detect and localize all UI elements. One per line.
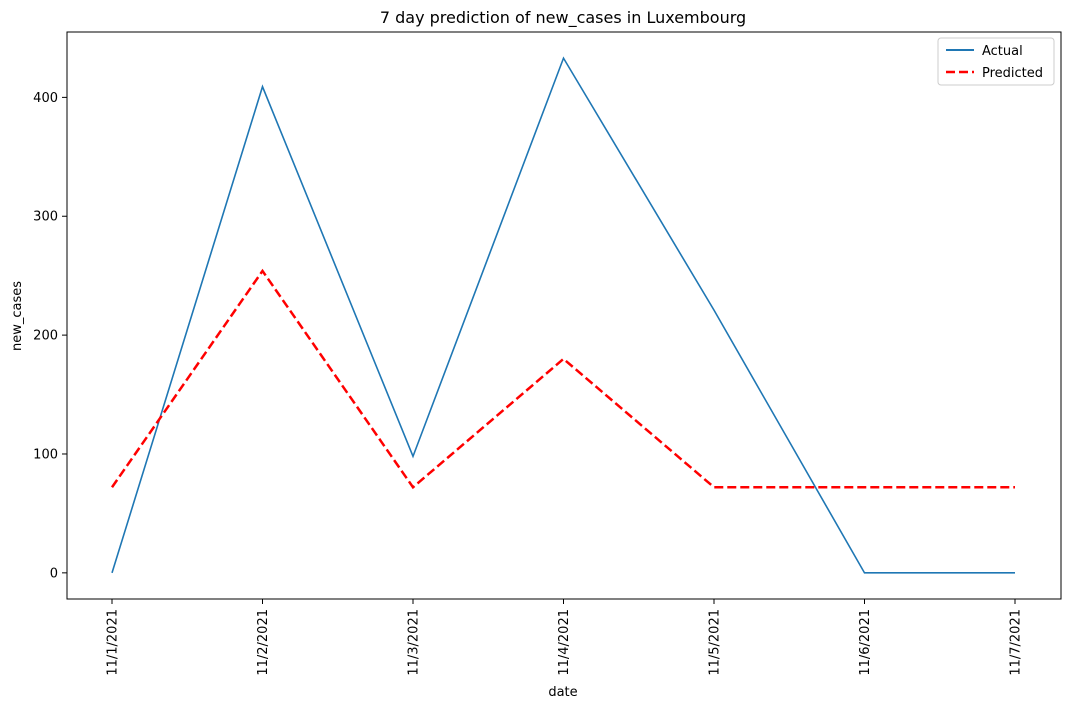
y-axis-ticks: 0 100 200 300 400 — [33, 91, 67, 581]
series-line-actual — [111, 56, 1015, 574]
y-tick-label: 200 — [33, 329, 58, 344]
legend-label-actual: Actual — [982, 44, 1023, 59]
x-tick-label: 11/2/2021 — [256, 609, 271, 676]
x-tick-label: 11/1/2021 — [106, 609, 121, 676]
y-axis-label: new_cases — [10, 281, 25, 351]
series-layer — [110, 56, 1016, 574]
y-tick-label: 300 — [33, 210, 58, 225]
legend-label-predicted: Predicted — [982, 66, 1043, 81]
x-tick-label: 11/7/2021 — [1009, 609, 1024, 676]
chart-title: 7 day prediction of new_cases in Luxembo… — [380, 8, 746, 28]
series-line-predicted — [110, 268, 1015, 490]
x-tick-label: 11/6/2021 — [858, 609, 873, 676]
x-tick-label: 11/4/2021 — [557, 609, 572, 676]
x-axis-ticks: 11/1/2021 11/2/2021 11/3/2021 11/4/2021 11/5… — [106, 599, 1024, 676]
y-tick-label: 0 — [50, 566, 58, 581]
legend: Actual Predicted — [937, 37, 1055, 86]
y-tick-label: 100 — [33, 447, 58, 462]
x-tick-label: 11/5/2021 — [708, 609, 723, 676]
x-tick-label: 11/3/2021 — [407, 609, 422, 676]
x-axis-label: date — [548, 685, 577, 700]
y-tick-label: 400 — [33, 91, 58, 106]
plot-area-frame — [66, 31, 1062, 600]
